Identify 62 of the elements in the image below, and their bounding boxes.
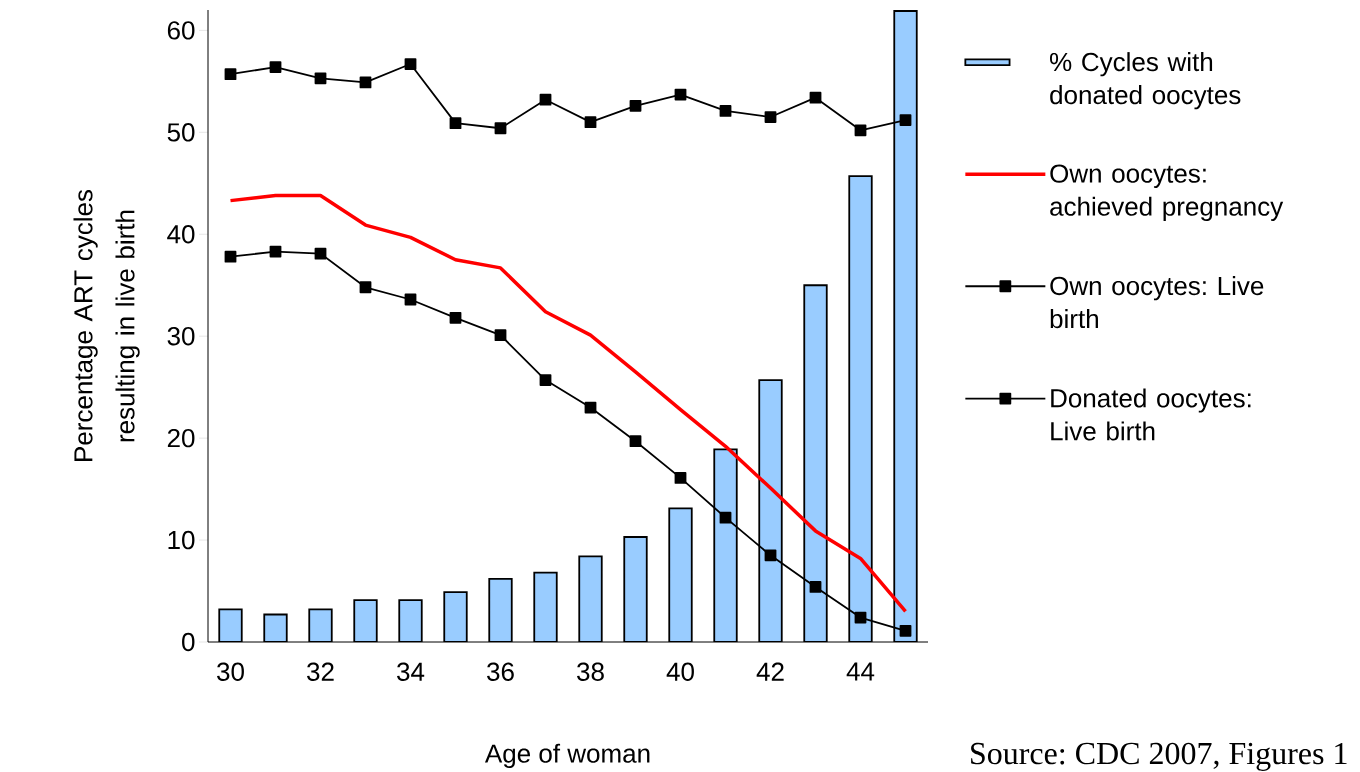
point: [404, 58, 417, 70]
point: [224, 250, 237, 263]
point: [314, 72, 327, 85]
point: [269, 61, 282, 73]
point: [674, 471, 687, 484]
bar: [848, 175, 873, 642]
point: [584, 116, 597, 129]
point: [764, 111, 777, 123]
y-tick-label: 20: [167, 428, 195, 448]
point: [629, 99, 642, 112]
point: [539, 374, 552, 386]
y-tick-label: 10: [168, 530, 195, 550]
bar: [623, 536, 648, 642]
bar: [533, 571, 558, 642]
legend-label: Own oocytes: Live birth: [1050, 276, 1264, 329]
point: [449, 311, 462, 324]
point: [314, 247, 327, 260]
legend-label: % Cycles with donated oocytes: [1050, 52, 1241, 110]
y-tick-label: 30: [167, 326, 195, 346]
bar: [668, 507, 693, 642]
line-series: [228, 193, 908, 614]
point: [224, 68, 237, 81]
x-tick-label: 30: [217, 662, 244, 681]
x-tick-label: 36: [487, 662, 514, 681]
legend-label: Donated oocytes: Live birth: [1051, 388, 1251, 441]
x-tick-label: 40: [666, 662, 694, 681]
bar: [713, 448, 738, 642]
point: [674, 88, 687, 101]
point: [494, 329, 507, 342]
x-tick-label: 38: [577, 662, 604, 681]
point: [449, 117, 462, 130]
point: [359, 281, 372, 294]
point: [494, 122, 507, 135]
bar: [803, 284, 828, 642]
point: [719, 511, 732, 524]
point: [854, 124, 867, 137]
x-tick-label: 42: [756, 662, 784, 681]
bar: [893, 10, 918, 642]
x-tick-label: 34: [397, 662, 425, 681]
y-tick-label: 40: [167, 225, 195, 244]
x-tick-label: 32: [307, 662, 334, 681]
point: [764, 549, 777, 562]
legend-label: Own oocytes: achieved pregnancy: [1050, 164, 1284, 221]
x-axis-title: Age of woman: [484, 743, 650, 768]
y-tick-label: 60: [167, 21, 195, 40]
point: [719, 105, 732, 117]
point: [359, 76, 372, 89]
bar: [488, 577, 513, 642]
y-tick-label: 50: [167, 123, 195, 142]
point: [809, 91, 822, 104]
source-note: Source: CDC 2007, Figures 1: [971, 742, 1347, 771]
point: [629, 435, 642, 448]
point: [899, 624, 912, 637]
point: [899, 114, 912, 126]
bar: [443, 591, 468, 642]
y-axis-title: Percentage ART cycles resulting in live birth: [73, 189, 140, 461]
point: [539, 93, 552, 106]
point: [809, 581, 822, 593]
y-tick-label: 0: [182, 632, 195, 652]
bar: [758, 379, 783, 642]
x-tick-label: 44: [846, 662, 875, 681]
bar: [578, 555, 603, 642]
